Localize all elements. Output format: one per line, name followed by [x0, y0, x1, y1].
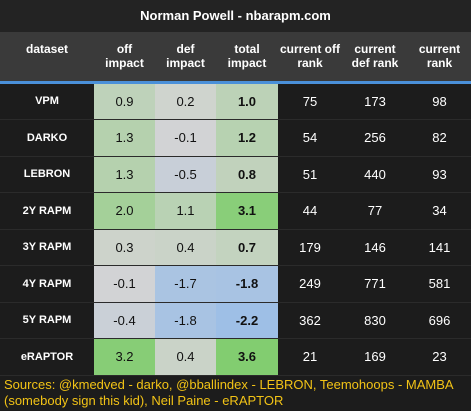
impact-cell: 0.2 — [155, 82, 216, 120]
table-body: VPM 0.9 0.2 1.0 75 173 98 DARKO 1.3 -0.1 1.2 54 256 8… — [0, 82, 471, 376]
rank-cell: 362 — [278, 302, 342, 339]
column-header: current off rank — [278, 32, 342, 84]
rank-cell: 21 — [278, 338, 342, 376]
impact-cell: 1.1 — [155, 192, 216, 230]
rank-cell: 34 — [408, 192, 471, 230]
impact-cell: 0.7 — [216, 229, 278, 266]
impact-cell: 0.9 — [94, 82, 155, 120]
rank-cell: 256 — [342, 119, 408, 157]
rank-cell: 696 — [408, 302, 471, 339]
rank-cell: 830 — [342, 302, 408, 339]
dataset-cell: 5Y RAPM — [0, 302, 94, 339]
impact-cell: 1.0 — [216, 82, 278, 120]
rank-cell: 77 — [342, 192, 408, 230]
title: Norman Powell - nbarapm.com — [0, 0, 471, 32]
rank-cell: 23 — [408, 338, 471, 376]
impact-cell: 1.3 — [94, 156, 155, 193]
rank-cell: 179 — [278, 229, 342, 266]
impact-cell: -0.4 — [94, 302, 155, 339]
impact-cell: -0.1 — [155, 119, 216, 157]
table-row: 2Y RAPM 2.0 1.1 3.1 44 77 34 — [0, 192, 471, 230]
impact-cell: -1.7 — [155, 265, 216, 303]
table-row: 3Y RAPM 0.3 0.4 0.7 179 146 141 — [0, 229, 471, 266]
impact-cell: -1.8 — [155, 302, 216, 339]
rank-cell: 146 — [342, 229, 408, 266]
table-row: eRAPTOR 3.2 0.4 3.6 21 169 23 — [0, 338, 471, 376]
impact-cell: -0.1 — [94, 265, 155, 303]
rank-cell: 82 — [408, 119, 471, 157]
table-row: LEBRON 1.3 -0.5 0.8 51 440 93 — [0, 156, 471, 193]
impact-cell: 0.8 — [216, 156, 278, 193]
rank-cell: 141 — [408, 229, 471, 266]
impact-cell: 2.0 — [94, 192, 155, 230]
table-head: dataset off impact def impact total impact c… — [0, 32, 471, 84]
rank-cell: 93 — [408, 156, 471, 193]
column-header: total impact — [216, 32, 278, 84]
dataset-cell: DARKO — [0, 119, 94, 157]
table-row: 5Y RAPM -0.4 -1.8 -2.2 362 830 696 — [0, 302, 471, 339]
impact-cell: -0.5 — [155, 156, 216, 193]
rank-cell: 249 — [278, 265, 342, 303]
header-row: dataset off impact def impact total impact c… — [0, 32, 471, 84]
impact-cell: 3.2 — [94, 338, 155, 376]
impact-cell: 0.3 — [94, 229, 155, 266]
dataset-cell: 3Y RAPM — [0, 229, 94, 266]
rank-cell: 771 — [342, 265, 408, 303]
sources: Sources: @kmedved - darko, @bballindex -… — [4, 376, 453, 408]
dataset-cell: 2Y RAPM — [0, 192, 94, 230]
table-row: VPM 0.9 0.2 1.0 75 173 98 — [0, 82, 471, 120]
dataset-cell: VPM — [0, 82, 94, 120]
column-header: off impact — [94, 32, 155, 84]
rank-cell: 581 — [408, 265, 471, 303]
dataset-cell: 4Y RAPM — [0, 265, 94, 303]
impact-cell: 0.4 — [155, 229, 216, 266]
impact-cell: 1.2 — [216, 119, 278, 157]
impact-cell: -2.2 — [216, 302, 278, 339]
rank-cell: 44 — [278, 192, 342, 230]
rank-cell: 173 — [342, 82, 408, 120]
impact-cell: -1.8 — [216, 265, 278, 303]
column-header: def impact — [155, 32, 216, 84]
rank-cell: 169 — [342, 338, 408, 376]
impact-cell: 0.4 — [155, 338, 216, 376]
dataset-cell: eRAPTOR — [0, 338, 94, 376]
column-header: current def rank — [342, 32, 408, 84]
rank-cell: 98 — [408, 82, 471, 120]
dataset-cell: LEBRON — [0, 156, 94, 193]
impact-cell: 1.3 — [94, 119, 155, 157]
rank-cell: 75 — [278, 82, 342, 120]
impact-cell: 3.6 — [216, 338, 278, 376]
impact-cell: 3.1 — [216, 192, 278, 230]
rank-cell: 51 — [278, 156, 342, 193]
table: dataset off impact def impact total impact c… — [0, 32, 471, 376]
column-header: current rank — [408, 32, 471, 84]
rank-cell: 440 — [342, 156, 408, 193]
table-row: DARKO 1.3 -0.1 1.2 54 256 82 — [0, 119, 471, 157]
column-header: dataset — [0, 32, 94, 84]
rank-cell: 54 — [278, 119, 342, 157]
table-row: 4Y RAPM -0.1 -1.7 -1.8 249 771 581 — [0, 265, 471, 303]
